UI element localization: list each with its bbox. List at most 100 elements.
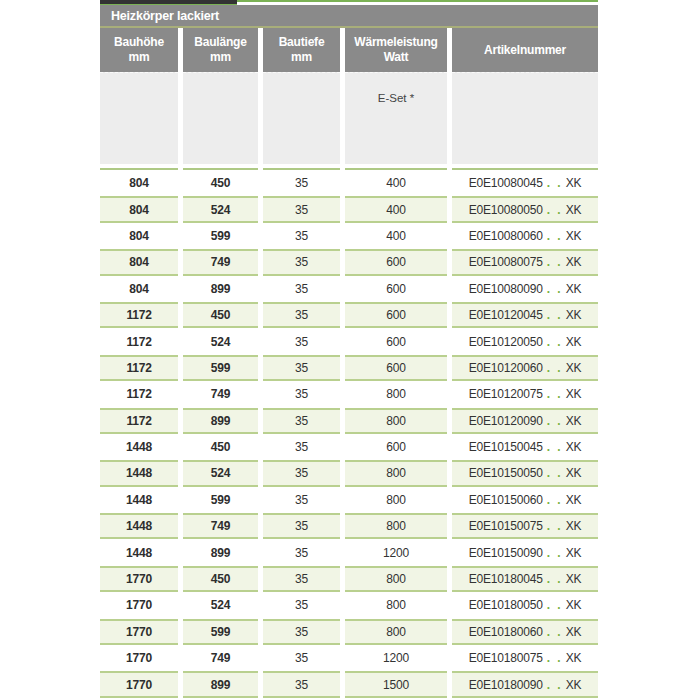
artikel-code: E0E10180060: [469, 625, 543, 639]
cell-baulaenge: 450: [183, 302, 258, 328]
cell-artikelnummer: E0E10150050 . . XK: [452, 460, 598, 486]
green-dots: . .: [547, 229, 563, 243]
cell-bautiefe: 35: [263, 619, 340, 645]
green-dots: . .: [547, 440, 563, 454]
table-row: 804 524 35 400 E0E10080050 . . XK: [100, 196, 598, 222]
table-row: 1770 450 35 800 E0E10180045 . . XK: [100, 566, 598, 592]
cell-watt: 1200: [345, 539, 447, 565]
artikel-suffix: XK: [566, 678, 582, 692]
cell-baulaenge: 450: [183, 434, 258, 460]
cell-watt: 800: [345, 381, 447, 407]
cell-baulaenge: 524: [183, 328, 258, 354]
table-row: 804 599 35 400 E0E10080060 . . XK: [100, 223, 598, 249]
green-dots: . .: [547, 361, 563, 375]
table-row: 804 749 35 600 E0E10080075 . . XK: [100, 249, 598, 275]
artikel-code: E0E10080050: [469, 203, 543, 217]
cell-artikelnummer: E0E10180090 . . XK: [452, 671, 598, 697]
eset-label: E-Set *: [378, 73, 414, 104]
table-row: 1770 599 35 800 E0E10180060 . . XK: [100, 619, 598, 645]
artikel-suffix: XK: [566, 387, 582, 401]
artikel-suffix: XK: [566, 625, 582, 639]
cell-bauhoehe: 1770: [100, 645, 178, 671]
column-header-bautiefe: Bautiefe mm: [263, 28, 340, 72]
artikel-suffix: XK: [566, 466, 582, 480]
cell-artikelnummer: E0E10080060 . . XK: [452, 223, 598, 249]
header-label: Bauhöhe: [114, 35, 164, 50]
artikel-code: E0E10080060: [469, 229, 543, 243]
table-row: 1448 749 35 800 E0E10150075 . . XK: [100, 513, 598, 539]
top-decoration: [100, 0, 598, 5]
cell-bauhoehe: 1770: [100, 592, 178, 618]
table-title-bar: Heizkörper lackiert: [100, 5, 598, 28]
cell-baulaenge: 749: [183, 645, 258, 671]
table-row: 1172 524 35 600 E0E10120050 . . XK: [100, 328, 598, 354]
cell-baulaenge: 749: [183, 381, 258, 407]
table-header-row: Bauhöhe mm Baulänge mm Bautiefe mm Wärme…: [100, 28, 598, 72]
green-dots: . .: [547, 203, 563, 217]
cell-watt: 800: [345, 592, 447, 618]
artikel-code: E0E10180090: [469, 678, 543, 692]
header-unit: mm: [129, 50, 150, 65]
artikel-code: E0E10150075: [469, 519, 543, 533]
table-row: 1172 749 35 800 E0E10120075 . . XK: [100, 381, 598, 407]
cell-watt: 1200: [345, 645, 447, 671]
cell-watt: 800: [345, 460, 447, 486]
table-row: 1770 749 35 1200 E0E10180075 . . XK: [100, 645, 598, 671]
artikel-code: E0E10150045: [469, 440, 543, 454]
cell-bauhoehe: 804: [100, 249, 178, 275]
cell-bauhoehe: 804: [100, 170, 178, 196]
cell-watt: 600: [345, 249, 447, 275]
cell-baulaenge: 450: [183, 566, 258, 592]
artikel-code: E0E10150090: [469, 546, 543, 560]
artikel-code: E0E10080045: [469, 176, 543, 190]
cell-baulaenge: 749: [183, 513, 258, 539]
artikel-code: E0E10180045: [469, 572, 543, 586]
cell-bautiefe: 35: [263, 302, 340, 328]
cell-watt: 400: [345, 170, 447, 196]
artikel-suffix: XK: [566, 176, 582, 190]
cell-baulaenge: 450: [183, 170, 258, 196]
table-row: 1448 524 35 800 E0E10150050 . . XK: [100, 460, 598, 486]
cell-artikelnummer: E0E10120075 . . XK: [452, 381, 598, 407]
artikel-suffix: XK: [566, 572, 582, 586]
header-label: Bautiefe: [279, 35, 325, 50]
cell-watt: 600: [345, 355, 447, 381]
cell-artikelnummer: E0E10080090 . . XK: [452, 276, 598, 302]
green-dots: . .: [547, 678, 563, 692]
cell-baulaenge: 899: [183, 671, 258, 697]
artikel-code: E0E10120060: [469, 361, 543, 375]
cell-bauhoehe: 1448: [100, 487, 178, 513]
green-dots: . .: [547, 308, 563, 322]
artikel-suffix: XK: [566, 493, 582, 507]
cell-bautiefe: 35: [263, 671, 340, 697]
cell-bautiefe: 35: [263, 276, 340, 302]
table-row: 1770 524 35 800 E0E10180050 . . XK: [100, 592, 598, 618]
cell-artikelnummer: E0E10150060 . . XK: [452, 487, 598, 513]
header-unit: mm: [210, 50, 231, 65]
cell-watt: 600: [345, 328, 447, 354]
cell-artikelnummer: E0E10120045 . . XK: [452, 302, 598, 328]
cell-artikelnummer: E0E10180060 . . XK: [452, 619, 598, 645]
cell-bautiefe: 35: [263, 249, 340, 275]
cell-baulaenge: 899: [183, 539, 258, 565]
cell-watt: 600: [345, 434, 447, 460]
table-title: Heizkörper lackiert: [111, 9, 219, 23]
column-header-baulaenge: Baulänge mm: [183, 28, 258, 72]
active-tab-marker: [100, 0, 237, 5]
cell-bauhoehe: 804: [100, 196, 178, 222]
cell-artikelnummer: E0E10180050 . . XK: [452, 592, 598, 618]
green-dots: . .: [547, 546, 563, 560]
cell-artikelnummer: E0E10150045 . . XK: [452, 434, 598, 460]
cell-watt: 600: [345, 302, 447, 328]
green-dots: . .: [547, 414, 563, 428]
cell-bauhoehe: 1172: [100, 408, 178, 434]
cell-watt: 800: [345, 487, 447, 513]
artikel-suffix: XK: [566, 282, 582, 296]
cell-bautiefe: 35: [263, 381, 340, 407]
artikel-code: E0E10180075: [469, 651, 543, 665]
cell-bautiefe: 35: [263, 592, 340, 618]
cell-bautiefe: 35: [263, 328, 340, 354]
cell-baulaenge: 599: [183, 223, 258, 249]
table-row: 1448 450 35 600 E0E10150045 . . XK: [100, 434, 598, 460]
cell-baulaenge: 899: [183, 408, 258, 434]
